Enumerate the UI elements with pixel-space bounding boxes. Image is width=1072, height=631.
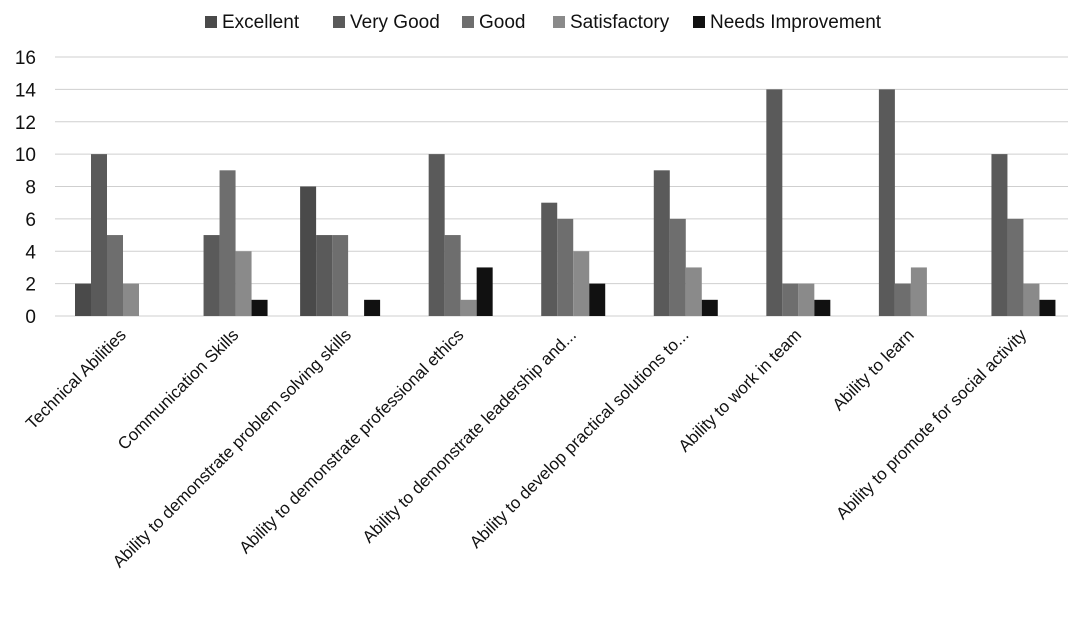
bar-satisfactory-communication-skills (235, 251, 252, 316)
legend: Excellent Very Good Good Satisfactory Needs … (205, 12, 882, 33)
bar-good-ability-to-demonstrate-professional-ethics (444, 235, 461, 316)
category-label: Ability to demonstrate problem solving s… (109, 325, 355, 571)
y-tick-label: 8 (25, 178, 36, 199)
y-tick-label: 10 (15, 145, 36, 166)
bar-good-ability-to-work-in-team (782, 283, 799, 316)
legend-label: Good (479, 12, 525, 33)
bar-satisfactory-ability-to-work-in-team (798, 283, 815, 316)
legend-item-needs-improvement: Needs Improvement (693, 12, 882, 33)
bar-satisfactory-ability-to-demonstrate-professional-ethics (460, 299, 477, 316)
bar-good-technical-abilities (107, 235, 123, 316)
category-label: Ability to demonstrate professional ethi… (236, 325, 468, 557)
bar-very-good-ability-to-demonstrate-leadership-and (541, 202, 558, 316)
bar-very-good-ability-to-promote-for-social-activity (991, 154, 1008, 316)
legend-swatch (553, 16, 565, 28)
category-label: Communication Skills (114, 325, 242, 453)
legend-label: Needs Improvement (710, 12, 882, 33)
bar-very-good-ability-to-learn (878, 89, 895, 316)
bar-needs-improvement-ability-to-demonstrate-leadership-and (589, 283, 606, 316)
category-label: Technical Abilities (22, 325, 130, 433)
bar-needs-improvement-ability-to-promote-for-social-activity (1039, 299, 1056, 316)
bar-very-good-ability-to-demonstrate-professional-ethics (428, 154, 445, 316)
category-label: Ability to work in team (675, 325, 805, 455)
legend-label: Very Good (350, 12, 440, 33)
y-axis-ticks: 0 2 4 6 8 10 12 14 16 (15, 48, 37, 328)
y-tick-label: 16 (15, 48, 36, 69)
legend-item-very-good: Very Good (333, 12, 440, 33)
bar-satisfactory-ability-to-demonstrate-leadership-and (573, 251, 590, 316)
bar-good-ability-to-learn (894, 283, 911, 316)
y-tick-label: 12 (15, 113, 36, 134)
bar-needs-improvement-communication-skills (251, 299, 268, 316)
legend-item-good: Good (462, 12, 525, 33)
bar-very-good-technical-abilities (91, 154, 107, 316)
y-tick-label: 0 (25, 307, 36, 328)
bar-satisfactory-ability-to-develop-practical-solutions-to (685, 267, 702, 316)
bar-good-ability-to-demonstrate-leadership-and (557, 218, 574, 316)
bar-very-good-communication-skills (203, 235, 220, 316)
bar-needs-improvement-ability-to-demonstrate-problem-solving-skills (364, 299, 381, 316)
legend-swatch (333, 16, 345, 28)
legend-label: Excellent (222, 12, 300, 33)
bar-good-ability-to-demonstrate-problem-solving-skills (332, 235, 349, 316)
y-tick-label: 14 (15, 80, 37, 101)
bar-satisfactory-technical-abilities (123, 283, 139, 316)
legend-label: Satisfactory (570, 12, 670, 33)
bar-very-good-ability-to-demonstrate-problem-solving-skills (316, 235, 333, 316)
legend-swatch (205, 16, 217, 28)
category-label: Ability to develop practical solutions t… (466, 325, 693, 552)
bar-needs-improvement-ability-to-work-in-team (814, 299, 831, 316)
bars (75, 89, 1056, 316)
bar-excellent-technical-abilities (75, 283, 91, 316)
bar-good-ability-to-promote-for-social-activity (1007, 218, 1024, 316)
y-tick-label: 4 (25, 242, 36, 263)
category-label: Ability to promote for social activity (832, 325, 1030, 523)
bar-very-good-ability-to-develop-practical-solutions-to (653, 170, 670, 316)
bar-satisfactory-ability-to-learn (910, 267, 927, 316)
bar-good-ability-to-develop-practical-solutions-to (669, 218, 686, 316)
legend-item-excellent: Excellent (205, 12, 300, 33)
bar-needs-improvement-ability-to-develop-practical-solutions-to (701, 299, 718, 316)
y-tick-label: 6 (25, 210, 36, 231)
bar-needs-improvement-ability-to-demonstrate-professional-ethics (476, 267, 493, 316)
bar-excellent-ability-to-demonstrate-problem-solving-skills (300, 186, 317, 316)
legend-swatch (693, 16, 705, 28)
legend-item-satisfactory: Satisfactory (553, 12, 670, 33)
category-label: Ability to learn (829, 325, 918, 414)
bar-satisfactory-ability-to-promote-for-social-activity (1023, 283, 1040, 316)
bar-very-good-ability-to-work-in-team (766, 89, 783, 316)
category-label: Ability to demonstrate leadership and... (359, 325, 580, 546)
bar-good-communication-skills (219, 170, 236, 316)
y-tick-label: 2 (25, 275, 36, 296)
legend-swatch (462, 16, 474, 28)
